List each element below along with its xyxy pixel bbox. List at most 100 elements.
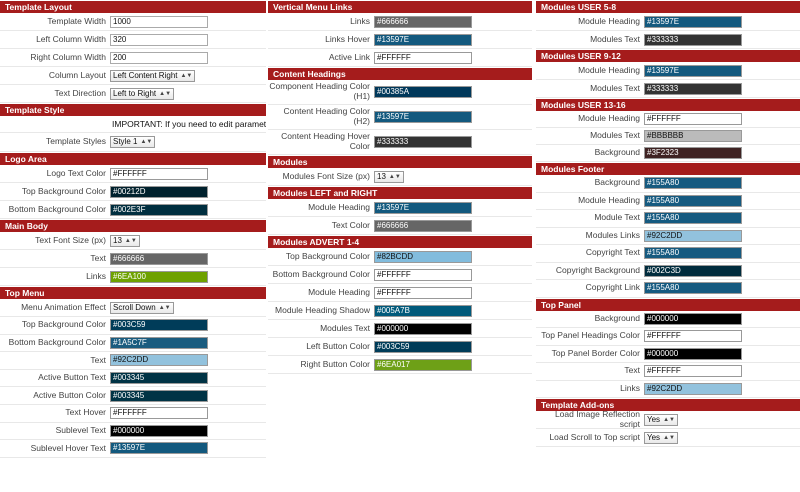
- top-menu-rows: Top Background Color #003C59 Bottom Backgr…: [0, 317, 266, 458]
- setting-row: Active Button Text #003345: [0, 370, 266, 388]
- setting-row: Template Width: [0, 13, 266, 31]
- setting-row: Template Styles Style 1 ▲▼: [0, 133, 266, 152]
- section-content-headings: Content Headings: [268, 67, 532, 80]
- color-field[interactable]: #92C2DD: [110, 354, 208, 367]
- setting-label: Content Heading Hover Color: [281, 131, 370, 151]
- color-field[interactable]: #155A80: [644, 177, 742, 190]
- setting-label: Text Hover: [65, 407, 106, 418]
- color-field[interactable]: #FFFFFF: [374, 268, 472, 281]
- setting-label: Module Heading: [578, 113, 640, 124]
- color-field[interactable]: #FFFFFF: [644, 365, 742, 378]
- section-modules-footer: Modules Footer: [536, 162, 800, 175]
- reflection-script-select[interactable]: Yes ▲▼: [644, 413, 678, 426]
- color-field[interactable]: #000000: [374, 322, 472, 335]
- setting-row: Left Button Color #003C59: [268, 338, 532, 356]
- color-field[interactable]: #6EA017: [374, 358, 472, 371]
- color-field[interactable]: #13597E: [110, 442, 208, 455]
- scroll-top-script-select[interactable]: Yes ▲▼: [644, 431, 678, 444]
- select-value: Style 1: [113, 137, 138, 146]
- setting-label: Load Image Reflection script: [554, 408, 640, 429]
- select-value: 13: [113, 235, 122, 245]
- color-field[interactable]: #6EA100: [110, 270, 208, 283]
- color-field[interactable]: #13597E: [644, 64, 742, 77]
- setting-label: Active Button Text: [38, 372, 106, 383]
- template-styles-select[interactable]: Style 1 ▲▼: [110, 136, 156, 148]
- color-field[interactable]: #003C59: [374, 340, 472, 353]
- color-field[interactable]: #002E3F: [110, 203, 208, 216]
- setting-label: Bottom Background Color: [8, 203, 106, 214]
- color-field[interactable]: #13597E: [374, 201, 472, 214]
- color-field[interactable]: #000000: [644, 347, 742, 360]
- color-field[interactable]: #666666: [374, 15, 472, 28]
- color-field[interactable]: #002C3D: [644, 264, 742, 277]
- color-field[interactable]: #13597E: [374, 33, 472, 46]
- left-column-width-input[interactable]: [110, 33, 208, 46]
- setting-label: Sublevel Hover Text: [30, 442, 106, 453]
- setting-row: Content Heading Hover Color #333333: [268, 130, 532, 155]
- setting-row: Module Heading #13597E: [536, 13, 800, 31]
- setting-row: Background #000000: [536, 311, 800, 328]
- color-field[interactable]: #92C2DD: [644, 382, 742, 395]
- color-field[interactable]: #FFFFFF: [374, 286, 472, 299]
- notice-row: IMPORTANT: If you need to edit parameter…: [0, 116, 266, 133]
- color-field[interactable]: #155A80: [644, 247, 742, 260]
- setting-label: Modules Text: [590, 130, 640, 141]
- color-field[interactable]: #333333: [644, 82, 742, 95]
- chevron-down-icon: ▲▼: [158, 304, 171, 311]
- color-field[interactable]: #82BCDD: [374, 250, 472, 263]
- text-font-size-select[interactable]: 13 ▲▼: [110, 234, 140, 247]
- right-column-width-input[interactable]: [110, 51, 208, 64]
- color-field[interactable]: #3F2323: [644, 147, 742, 159]
- setting-label: Module Heading Shadow: [275, 304, 370, 315]
- color-field[interactable]: #155A80: [644, 282, 742, 295]
- template-width-input[interactable]: [110, 15, 208, 28]
- color-field[interactable]: #00385A: [374, 86, 472, 98]
- column-layout-select[interactable]: Left Content Right ▲▼: [110, 69, 196, 82]
- modules-font-size-select[interactable]: 13 ▲▼: [374, 170, 404, 183]
- color-field[interactable]: #666666: [374, 219, 472, 232]
- setting-row: Links #666666: [268, 13, 532, 31]
- color-field[interactable]: #666666: [110, 252, 208, 265]
- setting-row: Background #155A80: [536, 175, 800, 193]
- setting-label: Text Color: [331, 219, 370, 230]
- select-value: Yes: [647, 414, 661, 424]
- menu-animation-select[interactable]: Scroll Down ▲▼: [110, 301, 174, 314]
- color-field[interactable]: #FFFFFF: [644, 113, 742, 125]
- color-field[interactable]: #FFFFFF: [374, 51, 472, 64]
- color-field[interactable]: #FFFFFF: [110, 167, 208, 180]
- section-modules-advert: Modules ADVERT 1-4: [268, 235, 532, 248]
- color-field[interactable]: #333333: [644, 33, 742, 46]
- setting-row: Module Heading Shadow #005A7B: [268, 302, 532, 320]
- column-right: Modules USER 5-8 Module Heading #13597E Mo…: [536, 0, 800, 447]
- color-field[interactable]: #000000: [644, 312, 742, 325]
- color-field[interactable]: #155A80: [644, 194, 742, 207]
- color-field[interactable]: #003C59: [110, 319, 208, 332]
- color-field[interactable]: #FFFFFF: [110, 407, 208, 420]
- color-field[interactable]: #00212D: [110, 185, 208, 198]
- text-direction-select[interactable]: Left to Right ▲▼: [110, 87, 175, 100]
- color-field[interactable]: #13597E: [644, 15, 742, 28]
- section-template-style: Template Style: [0, 103, 266, 116]
- chevron-down-icon: ▲▼: [124, 237, 137, 244]
- color-field[interactable]: #1A5C7F: [110, 336, 208, 349]
- color-field[interactable]: #003345: [110, 372, 208, 385]
- color-field[interactable]: #BBBBBB: [644, 130, 742, 142]
- setting-row: Load Image Reflection script Yes ▲▼: [536, 408, 800, 429]
- setting-row: Top Panel Border Color #000000: [536, 346, 800, 363]
- setting-row: Text #666666: [0, 250, 266, 268]
- setting-row: Active Button Color #003345: [0, 387, 266, 405]
- setting-row: Copyright Link #155A80: [536, 280, 800, 298]
- color-field[interactable]: #155A80: [644, 212, 742, 225]
- color-field[interactable]: #FFFFFF: [644, 330, 742, 343]
- color-field[interactable]: #92C2DD: [644, 229, 742, 242]
- section-modules-user-9-12: Modules USER 9-12: [536, 49, 800, 62]
- setting-label: Copyright Text: [585, 247, 640, 258]
- color-field[interactable]: #333333: [374, 136, 472, 148]
- color-field[interactable]: #005A7B: [374, 304, 472, 317]
- setting-row: Load Scroll to Top script Yes ▲▼: [536, 429, 800, 447]
- color-field[interactable]: #003345: [110, 389, 208, 402]
- setting-row: Text Font Size (px) 13 ▲▼: [0, 232, 266, 250]
- color-field[interactable]: #000000: [110, 424, 208, 437]
- setting-label: Module Text: [594, 212, 640, 223]
- color-field[interactable]: #13597E: [374, 111, 472, 123]
